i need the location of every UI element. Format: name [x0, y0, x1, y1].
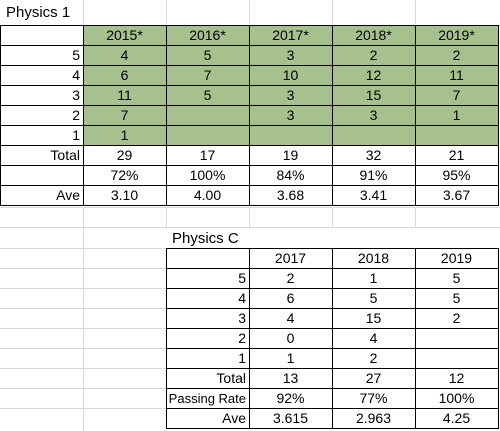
physicsC-cell[interactable]	[415, 348, 498, 368]
physics1-average[interactable]: 3.41	[359, 187, 388, 203]
physics1-cell[interactable]	[249, 125, 332, 145]
physicsC-cell[interactable]: 2	[286, 270, 295, 286]
physicsC-cell[interactable]: 1	[286, 350, 295, 366]
physics1-cell[interactable]: 5	[203, 87, 212, 103]
physics1-cell[interactable]: 15	[365, 87, 382, 103]
physics1-cell[interactable]: 11	[449, 67, 464, 83]
physics1-total[interactable]: 32	[365, 147, 382, 163]
physics1-cell[interactable]	[166, 125, 249, 145]
physics1-cell[interactable]: 11	[117, 87, 132, 103]
physics1-cell[interactable]	[166, 105, 249, 125]
physics1-cell[interactable]: 12	[365, 67, 382, 83]
physics1-total[interactable]: 17	[199, 147, 216, 163]
physics1-pass-rate[interactable]: 84%	[276, 167, 305, 183]
physicsC-cell[interactable]	[415, 328, 498, 348]
physics1-cell[interactable]: 4	[120, 47, 129, 63]
physicsC-pass-rate[interactable]: 77%	[359, 390, 388, 406]
physicsC-cell[interactable]: 4	[286, 310, 295, 326]
physicsC-average[interactable]: 3.615	[272, 410, 309, 426]
physicsC-pass-rate[interactable]: 100%	[438, 390, 475, 406]
physics1-pass-rate[interactable]: 91%	[359, 167, 388, 183]
physics1-total-label[interactable]: Total	[50, 147, 80, 163]
physics1-total[interactable]: 21	[448, 147, 465, 163]
physicsC-pass-rate[interactable]: 92%	[276, 390, 305, 406]
physicsC-total-label[interactable]: Total	[216, 370, 246, 386]
physics1-cell[interactable]: 10	[282, 67, 299, 83]
physicsC-cell[interactable]: 15	[365, 310, 382, 326]
physics1-score-label[interactable]: 4	[72, 67, 80, 83]
physics1-ave-label[interactable]: Ave	[56, 187, 80, 203]
physics1-cell[interactable]: 7	[203, 67, 212, 83]
physics1-cell[interactable]: 1	[452, 107, 461, 123]
physicsC-year-2017[interactable]: 2017	[274, 250, 307, 266]
physics1-cell[interactable]: 3	[286, 87, 295, 103]
physicsC-ave-label[interactable]: Ave	[222, 410, 246, 426]
physics1-pass-rate[interactable]: 100%	[189, 167, 226, 183]
physics1-cell[interactable]	[332, 125, 415, 145]
physics1-total[interactable]: 29	[116, 147, 133, 163]
physics1-score-label[interactable]: 2	[72, 107, 80, 123]
physicsC-total[interactable]: 13	[282, 370, 299, 386]
physics1-cell[interactable]: 3	[286, 47, 295, 63]
physicsC-year-2018[interactable]: 2018	[357, 250, 390, 266]
physics1-cell[interactable]: 5	[203, 47, 212, 63]
physicsC-score-label[interactable]: 4	[238, 290, 246, 306]
physics1-year-2015[interactable]: 2015*	[106, 27, 143, 43]
physicsC-score-label[interactable]: 1	[238, 350, 246, 366]
physicsC-cell[interactable]: 4	[369, 330, 378, 346]
physics1-year-2017[interactable]: 2017*	[272, 27, 309, 43]
physicsC-title: Physics C	[172, 229, 239, 247]
physicsC-total[interactable]: 12	[448, 370, 465, 386]
physics1-title: Physics 1	[6, 4, 71, 21]
physics1-score-label[interactable]: 5	[72, 47, 80, 63]
physics1-cell[interactable]	[415, 125, 498, 145]
physics1-pass-rate[interactable]: 95%	[442, 167, 471, 183]
physics1-cell[interactable]: 3	[369, 107, 378, 123]
physics1-year-2019[interactable]: 2019*	[438, 27, 475, 43]
physics1-average[interactable]: 3.10	[110, 187, 139, 203]
physics1-score-label[interactable]: 3	[72, 87, 80, 103]
physics1-total[interactable]: 19	[282, 147, 299, 163]
physics1-pass-rate[interactable]: 72%	[110, 167, 139, 183]
physicsC-cell[interactable]: 6	[286, 290, 295, 306]
physicsC-cell[interactable]: 5	[452, 270, 461, 286]
physicsC-cell[interactable]: 0	[286, 330, 295, 346]
physics1-cell[interactable]: 2	[369, 47, 378, 63]
physicsC-cell[interactable]: 2	[452, 310, 461, 326]
physics1-year-2018[interactable]: 2018*	[355, 27, 392, 43]
physicsC-cell[interactable]: 1	[369, 270, 378, 286]
physics1-average[interactable]: 3.68	[276, 187, 305, 203]
physics1-average[interactable]: 4.00	[193, 187, 222, 203]
physicsC-average[interactable]: 2.963	[355, 410, 392, 426]
physicsC-cell[interactable]: 5	[369, 290, 378, 306]
physicsC-total[interactable]: 27	[365, 370, 382, 386]
physics1-cell[interactable]: 7	[452, 87, 461, 103]
physics1-cell[interactable]: 2	[452, 47, 461, 63]
physicsC-score-label[interactable]: 5	[238, 270, 246, 286]
physics1-average[interactable]: 3.67	[442, 187, 471, 203]
physicsC-average[interactable]: 4.25	[442, 410, 471, 426]
physics1-cell[interactable]: 6	[120, 67, 129, 83]
physicsC-pass-label[interactable]: Passing Rate	[168, 390, 246, 406]
physics1-cell[interactable]: 3	[286, 107, 295, 123]
physicsC-score-label[interactable]: 3	[238, 310, 246, 326]
physicsC-cell[interactable]: 5	[452, 290, 461, 306]
physics1-cell[interactable]: 7	[120, 107, 129, 123]
physics1-cell[interactable]: 1	[120, 127, 129, 143]
physicsC-cell[interactable]: 2	[369, 350, 378, 366]
physicsC-year-2019[interactable]: 2019	[440, 250, 473, 266]
physicsC-score-label[interactable]: 2	[238, 330, 246, 346]
physics1-score-label[interactable]: 1	[72, 127, 80, 143]
physics1-year-2016[interactable]: 2016*	[189, 27, 226, 43]
